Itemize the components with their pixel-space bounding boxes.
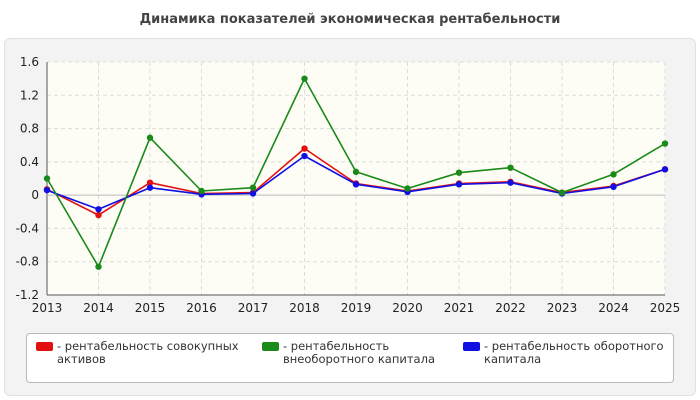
data-point-noncurrent-capital — [198, 187, 205, 195]
y-tick-label: 0.4 — [20, 155, 39, 169]
chart-title: Динамика показателей экономическая рента… — [139, 12, 561, 27]
data-point-working-capital — [95, 206, 102, 213]
x-tick-label: 2021 — [444, 301, 475, 315]
data-point-noncurrent-capital — [43, 175, 51, 182]
y-tick-label: 1.2 — [20, 88, 39, 102]
data-point-noncurrent-capital — [249, 184, 257, 191]
data-point-noncurrent-capital — [95, 263, 102, 270]
legend: - рентабельность совокупных активов - ре… — [26, 333, 674, 383]
x-tick-label: 2020 — [392, 301, 423, 315]
y-tick-label: 1.6 — [20, 55, 39, 69]
x-tick-label: 2015 — [135, 301, 166, 315]
x-tick-label: 2013 — [32, 301, 63, 315]
x-tick-label: 2019 — [341, 301, 372, 315]
legend-swatch-working-capital — [463, 342, 480, 351]
data-point-total-assets — [146, 179, 154, 186]
y-tick-label: 0.8 — [20, 122, 39, 136]
x-tick-label: 2024 — [598, 301, 629, 315]
data-point-total-assets — [301, 145, 308, 152]
x-tick-label: 2023 — [547, 301, 578, 315]
data-point-working-capital — [43, 186, 51, 194]
y-tick-label: -0.4 — [16, 221, 39, 235]
data-point-working-capital — [661, 166, 669, 173]
data-point-working-capital — [146, 184, 154, 191]
x-tick-label: 2016 — [186, 301, 217, 315]
data-point-total-assets — [95, 211, 102, 219]
data-point-noncurrent-capital — [404, 185, 411, 192]
data-point-noncurrent-capital — [352, 168, 360, 176]
legend-swatch-noncurrent-capital — [262, 342, 279, 351]
data-point-noncurrent-capital — [507, 164, 514, 171]
x-tick-label: 2017 — [238, 301, 269, 315]
data-point-noncurrent-capital — [455, 169, 463, 176]
legend-label-noncurrent-capital: - рентабельность внеоборотного капитала — [283, 339, 435, 366]
x-tick-label: 2018 — [289, 301, 320, 315]
x-tick-label: 2025 — [650, 301, 681, 315]
data-point-noncurrent-capital — [301, 75, 308, 82]
data-point-working-capital — [352, 181, 360, 188]
data-point-noncurrent-capital — [558, 189, 566, 196]
data-point-working-capital — [301, 152, 308, 160]
data-point-working-capital — [249, 190, 257, 197]
data-point-noncurrent-capital — [610, 171, 617, 178]
x-tick-label: 2022 — [495, 301, 526, 315]
legend-swatch-total-assets — [36, 342, 53, 351]
y-tick-label: -1.2 — [16, 288, 39, 302]
data-point-working-capital — [507, 179, 514, 186]
data-point-working-capital — [610, 183, 617, 191]
y-tick-label: 0 — [31, 188, 39, 202]
x-tick-label: 2014 — [83, 301, 114, 315]
y-tick-label: -0.8 — [16, 255, 39, 269]
data-point-noncurrent-capital — [661, 140, 669, 147]
legend-label-working-capital: - рентабельность оборотного капитала — [484, 339, 664, 366]
data-point-noncurrent-capital — [146, 134, 154, 141]
legend-label-total-assets: - рентабельность совокупных активов — [57, 339, 239, 366]
data-point-working-capital — [455, 181, 463, 188]
